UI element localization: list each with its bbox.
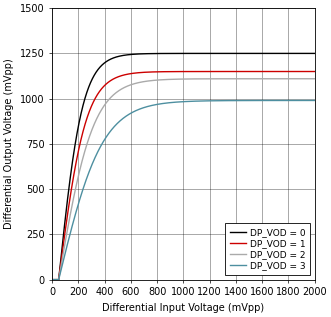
DP_VOD = 0 xyxy=(241,51,245,55)
DP_VOD = 3 xyxy=(160,102,164,106)
Line: DP_VOD = 1: DP_VOD = 1 xyxy=(52,72,314,280)
Line: DP_VOD = 0: DP_VOD = 0 xyxy=(52,53,314,280)
DP_VOD = 0 xyxy=(175,52,179,55)
DP_VOD = 0 xyxy=(291,51,295,55)
DP_VOD = 1 xyxy=(160,70,164,74)
Y-axis label: Differential Output Voltage (mVpp): Differential Output Voltage (mVpp) xyxy=(4,59,14,229)
DP_VOD = 1 xyxy=(291,70,295,74)
DP_VOD = 2 xyxy=(163,78,166,81)
DP_VOD = 2 xyxy=(160,78,164,82)
DP_VOD = 3 xyxy=(175,100,179,104)
DP_VOD = 1 xyxy=(175,70,179,74)
DP_VOD = 3 xyxy=(291,99,295,102)
DP_VOD = 2 xyxy=(305,77,308,81)
X-axis label: Differential Input Voltage (mVpp): Differential Input Voltage (mVpp) xyxy=(102,303,264,313)
DP_VOD = 3 xyxy=(312,99,316,102)
Legend: DP_VOD = 0, DP_VOD = 1, DP_VOD = 2, DP_VOD = 3: DP_VOD = 0, DP_VOD = 1, DP_VOD = 2, DP_V… xyxy=(225,223,310,275)
DP_VOD = 1 xyxy=(50,278,54,281)
DP_VOD = 3 xyxy=(163,101,166,105)
DP_VOD = 1 xyxy=(305,70,308,74)
DP_VOD = 0 xyxy=(312,51,316,55)
Line: DP_VOD = 2: DP_VOD = 2 xyxy=(52,79,314,280)
DP_VOD = 1 xyxy=(312,70,316,74)
DP_VOD = 3 xyxy=(241,99,245,102)
DP_VOD = 0 xyxy=(50,278,54,281)
DP_VOD = 0 xyxy=(160,52,164,55)
DP_VOD = 0 xyxy=(163,52,166,55)
Line: DP_VOD = 3: DP_VOD = 3 xyxy=(52,100,314,280)
DP_VOD = 3 xyxy=(305,99,308,102)
DP_VOD = 2 xyxy=(175,77,179,81)
DP_VOD = 3 xyxy=(50,278,54,281)
DP_VOD = 2 xyxy=(291,77,295,81)
DP_VOD = 1 xyxy=(163,70,166,74)
DP_VOD = 2 xyxy=(50,278,54,281)
DP_VOD = 2 xyxy=(241,77,245,81)
DP_VOD = 1 xyxy=(241,70,245,74)
DP_VOD = 0 xyxy=(305,51,308,55)
DP_VOD = 2 xyxy=(312,77,316,81)
